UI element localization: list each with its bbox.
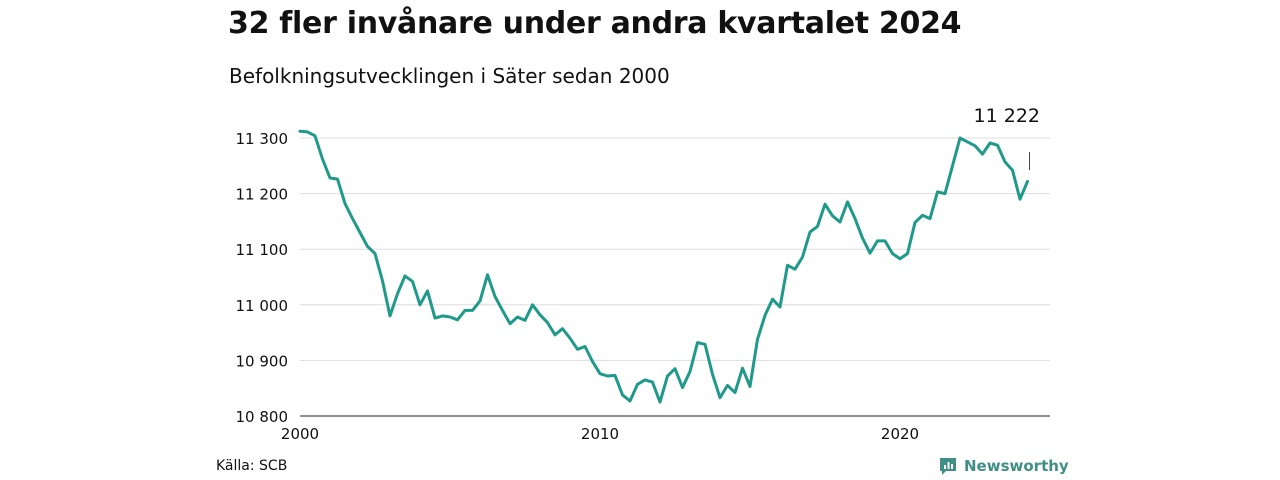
chart-subtitle: Befolkningsutvecklingen i Säter sedan 20… <box>229 64 670 88</box>
y-tick-label: 11 000 <box>236 297 289 315</box>
x-tick-label: 2020 <box>881 425 919 443</box>
brand-name: Newsworthy <box>964 457 1069 475</box>
x-axis-labels: 2000 2010 2020 <box>281 425 919 443</box>
y-tick-label: 11 100 <box>236 241 289 259</box>
newsworthy-logo-icon <box>940 458 956 475</box>
chart-title: 32 fler invånare under andra kvartalet 2… <box>228 6 962 41</box>
data-series <box>298 129 1029 404</box>
x-tick-label: 2010 <box>581 425 619 443</box>
source-label: Källa: SCB <box>216 458 288 474</box>
annotation: 11 222 <box>974 105 1040 170</box>
brand-logo: Newsworthy <box>938 456 1069 476</box>
annotation-label: 11 222 <box>974 105 1040 127</box>
y-axis-labels: 10 800 10 900 11 000 11 100 11 200 11 300 <box>236 130 289 426</box>
y-tick-label: 10 900 <box>236 352 289 370</box>
x-tick-label: 2000 <box>281 425 319 443</box>
series-line <box>298 129 1029 404</box>
y-tick-label: 11 300 <box>236 130 289 148</box>
y-tick-label: 11 200 <box>236 186 289 204</box>
grid-lines <box>300 137 1050 361</box>
y-tick-label: 10 800 <box>236 408 289 426</box>
